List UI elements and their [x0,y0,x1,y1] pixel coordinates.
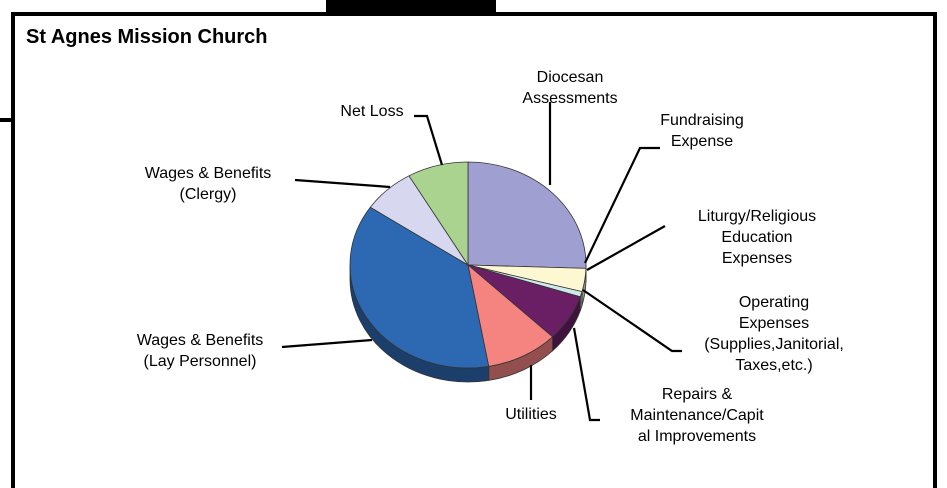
slice-label-8-line-0: Net Loss [340,103,403,120]
slice-label-4-line-1: Maintenance/Capit [630,407,764,424]
slice-label-1-line-1: Expense [671,133,733,150]
slice-label-3-line-0: Operating [739,294,809,311]
slice-label-2-line-2: Expenses [722,250,792,267]
slice-label-2-line-0: Liturgy/Religious [698,208,816,225]
slice-label-4-line-2: al Improvements [638,428,756,445]
leader-line-4 [574,328,600,420]
slice-label-7-line-0: Wages & Benefits [145,165,272,182]
slice-label-0-line-1: Assessments [522,90,617,107]
slice-label-1-line-0: Fundraising [660,112,744,129]
slice-label-0-line-0: Diocesan [537,69,604,86]
slice-label-2-line-1: Education [721,229,792,246]
slice-label-5-line-0: Utilities [505,406,557,423]
leader-line-1 [585,148,660,263]
slice-label-6-line-1: (Lay Personnel) [144,353,257,370]
slice-label-3-line-3: Taxes,etc.) [735,357,812,374]
pie-slice-0 [468,162,586,268]
leader-line-7 [295,180,390,187]
slice-label-3-line-2: (Supplies,Janitorial, [704,336,844,353]
slice-label-3-line-1: Expenses [739,315,809,332]
slice-label-6-line-0: Wages & Benefits [137,332,264,349]
leader-line-6 [282,340,372,347]
leader-line-3 [583,290,682,351]
slice-label-7-line-1: (Clergy) [180,186,237,203]
leader-line-8 [414,116,442,165]
slice-label-4-line-0: Repairs & [662,386,733,403]
